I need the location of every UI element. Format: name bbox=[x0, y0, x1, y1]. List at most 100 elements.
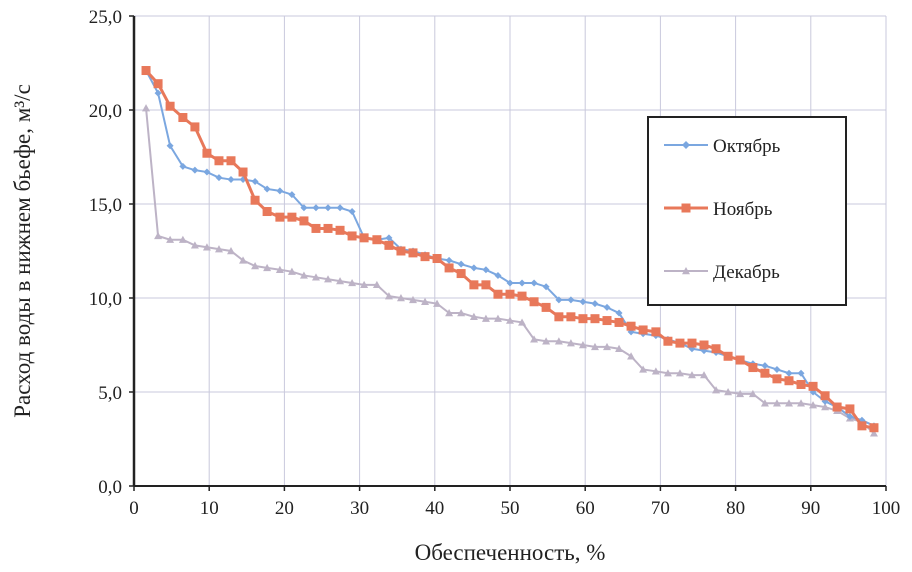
data-point bbox=[809, 401, 818, 409]
x-tick-label: 10 bbox=[200, 498, 219, 519]
legend-item: Ноябрь bbox=[664, 199, 773, 220]
data-point bbox=[166, 142, 174, 150]
data-point bbox=[179, 162, 187, 170]
data-point bbox=[276, 187, 284, 195]
data-point bbox=[675, 369, 684, 377]
data-point bbox=[263, 263, 272, 272]
data-point bbox=[785, 369, 793, 377]
data-point bbox=[772, 374, 782, 384]
data-point bbox=[251, 177, 259, 185]
data-point bbox=[202, 243, 211, 251]
data-point bbox=[796, 379, 806, 389]
data-point bbox=[506, 279, 514, 287]
x-tick-label: 40 bbox=[425, 498, 444, 519]
data-point bbox=[154, 89, 162, 97]
data-point bbox=[336, 204, 344, 212]
data-point bbox=[202, 148, 212, 158]
data-point bbox=[287, 267, 296, 275]
data-point bbox=[191, 166, 199, 174]
data-point bbox=[615, 309, 623, 317]
data-point bbox=[493, 314, 502, 322]
data-point bbox=[736, 389, 745, 398]
data-point bbox=[481, 280, 491, 290]
data-point bbox=[300, 204, 308, 212]
data-point bbox=[578, 341, 587, 349]
data-point bbox=[675, 338, 685, 348]
legend-item: Декабрь bbox=[664, 262, 780, 283]
data-point bbox=[469, 312, 478, 320]
data-point bbox=[615, 344, 624, 352]
data-point bbox=[700, 371, 709, 379]
data-point bbox=[760, 368, 770, 378]
data-point bbox=[591, 300, 599, 308]
data-point bbox=[846, 412, 854, 420]
data-point bbox=[396, 294, 405, 302]
data-point bbox=[275, 212, 285, 222]
data-point bbox=[154, 231, 163, 240]
data-point bbox=[566, 339, 575, 347]
data-point bbox=[335, 225, 345, 235]
data-point bbox=[324, 275, 333, 283]
x-tick-label: 90 bbox=[801, 498, 820, 519]
data-point bbox=[687, 371, 696, 379]
data-point bbox=[682, 267, 690, 275]
x-tick-label: 30 bbox=[350, 498, 369, 519]
series-Ноябрь bbox=[141, 66, 879, 433]
data-point bbox=[542, 337, 551, 345]
data-point bbox=[142, 104, 151, 112]
data-point bbox=[239, 256, 248, 264]
data-point bbox=[312, 204, 320, 212]
legend-label: Октябрь bbox=[713, 136, 781, 157]
series-group bbox=[141, 66, 879, 437]
data-point bbox=[262, 207, 272, 217]
data-point bbox=[761, 362, 769, 370]
data-point bbox=[481, 314, 490, 322]
data-point bbox=[578, 314, 588, 324]
x-tick-label: 80 bbox=[726, 498, 745, 519]
data-point bbox=[347, 231, 357, 241]
data-point bbox=[603, 303, 611, 311]
data-point bbox=[579, 298, 587, 306]
data-point bbox=[699, 340, 709, 350]
data-point bbox=[372, 235, 382, 245]
data-point bbox=[372, 280, 381, 289]
data-point bbox=[227, 247, 236, 255]
data-point bbox=[784, 376, 794, 386]
data-point bbox=[681, 203, 691, 213]
data-point bbox=[554, 312, 564, 322]
data-point bbox=[336, 277, 345, 285]
data-point bbox=[651, 327, 661, 337]
data-point bbox=[444, 263, 454, 273]
data-point bbox=[772, 399, 781, 407]
data-point bbox=[712, 386, 721, 394]
data-point bbox=[311, 223, 321, 233]
y-tick-label: 15,0 bbox=[89, 195, 122, 216]
data-point bbox=[385, 234, 393, 242]
x-axis-label: Обеспеченность, % bbox=[415, 540, 606, 565]
x-tick-label: 70 bbox=[651, 498, 670, 519]
data-point bbox=[651, 367, 660, 375]
data-point bbox=[445, 309, 454, 317]
data-point bbox=[238, 167, 248, 177]
data-point bbox=[456, 269, 466, 279]
data-point bbox=[324, 204, 332, 212]
data-point bbox=[505, 289, 515, 299]
data-point bbox=[263, 185, 271, 193]
data-point bbox=[687, 338, 697, 348]
data-point bbox=[517, 291, 527, 301]
data-point bbox=[275, 265, 284, 273]
data-point bbox=[555, 296, 563, 304]
data-point bbox=[494, 271, 502, 279]
data-point bbox=[215, 174, 223, 182]
data-point bbox=[348, 208, 356, 216]
legend: Октябрь Ноябрь Декабрь bbox=[647, 116, 847, 306]
data-point bbox=[214, 245, 223, 253]
data-point bbox=[190, 122, 200, 132]
data-point bbox=[832, 402, 842, 412]
data-point bbox=[214, 156, 224, 166]
data-point bbox=[227, 176, 235, 184]
data-point bbox=[445, 256, 453, 264]
data-point bbox=[359, 233, 369, 243]
x-tick-label: 60 bbox=[576, 498, 595, 519]
data-point bbox=[457, 309, 466, 317]
